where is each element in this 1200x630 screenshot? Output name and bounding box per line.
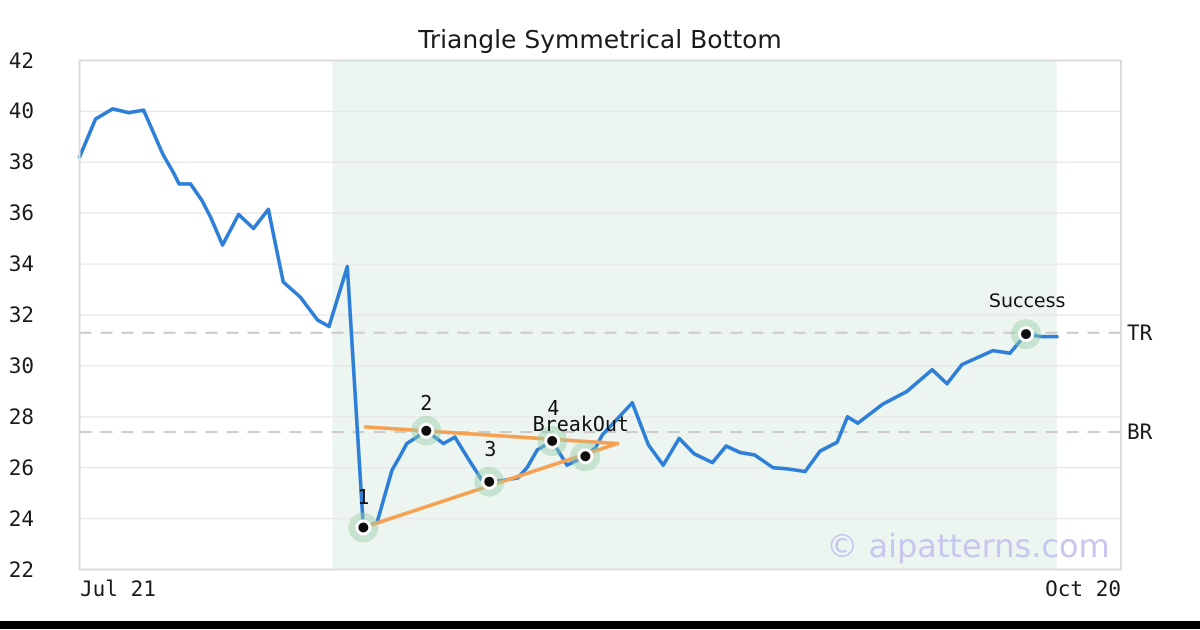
marker-dot bbox=[580, 451, 591, 462]
trend-line bbox=[363, 425, 620, 446]
y-tick-label: 28 bbox=[8, 404, 34, 429]
y-tick-label: 22 bbox=[8, 557, 34, 582]
annotation-label-3: 3 bbox=[484, 436, 497, 461]
annotation-label-1: 1 bbox=[357, 484, 370, 509]
annotation-label-breakout: BreakOut bbox=[532, 412, 629, 437]
marker-dot bbox=[547, 435, 558, 446]
y-tick-label: 38 bbox=[8, 150, 34, 175]
y-tick-label: 36 bbox=[8, 201, 34, 226]
annotation-label-2: 2 bbox=[420, 390, 433, 415]
level-label-tr: TR bbox=[1127, 320, 1153, 345]
y-tick-label: 24 bbox=[8, 506, 34, 531]
annotation-label-4: 4 bbox=[547, 395, 560, 420]
marker-dot bbox=[1021, 329, 1032, 340]
annotation-label-success: Success bbox=[988, 290, 1066, 312]
y-tick-label: 26 bbox=[8, 455, 34, 480]
x-tick-end: Oct 20 bbox=[1045, 577, 1121, 601]
marker-dot bbox=[421, 425, 432, 436]
x-tick-start: Jul 21 bbox=[80, 577, 156, 601]
plot-border bbox=[78, 59, 1122, 571]
marker-dot bbox=[358, 522, 369, 533]
level-label-br: BR bbox=[1127, 420, 1153, 445]
y-tick-label: 30 bbox=[8, 353, 34, 378]
y-tick-label: 32 bbox=[8, 303, 34, 327]
marker-dot bbox=[484, 476, 495, 487]
y-tick-label: 34 bbox=[8, 252, 34, 277]
y-tick-label: 40 bbox=[8, 99, 34, 124]
y-tick-label: 42 bbox=[8, 48, 34, 73]
footer-bar bbox=[0, 621, 1200, 629]
watermark: © aipatterns.com bbox=[826, 527, 1110, 565]
chart-title: Triangle Symmetrical Bottom bbox=[418, 25, 782, 54]
